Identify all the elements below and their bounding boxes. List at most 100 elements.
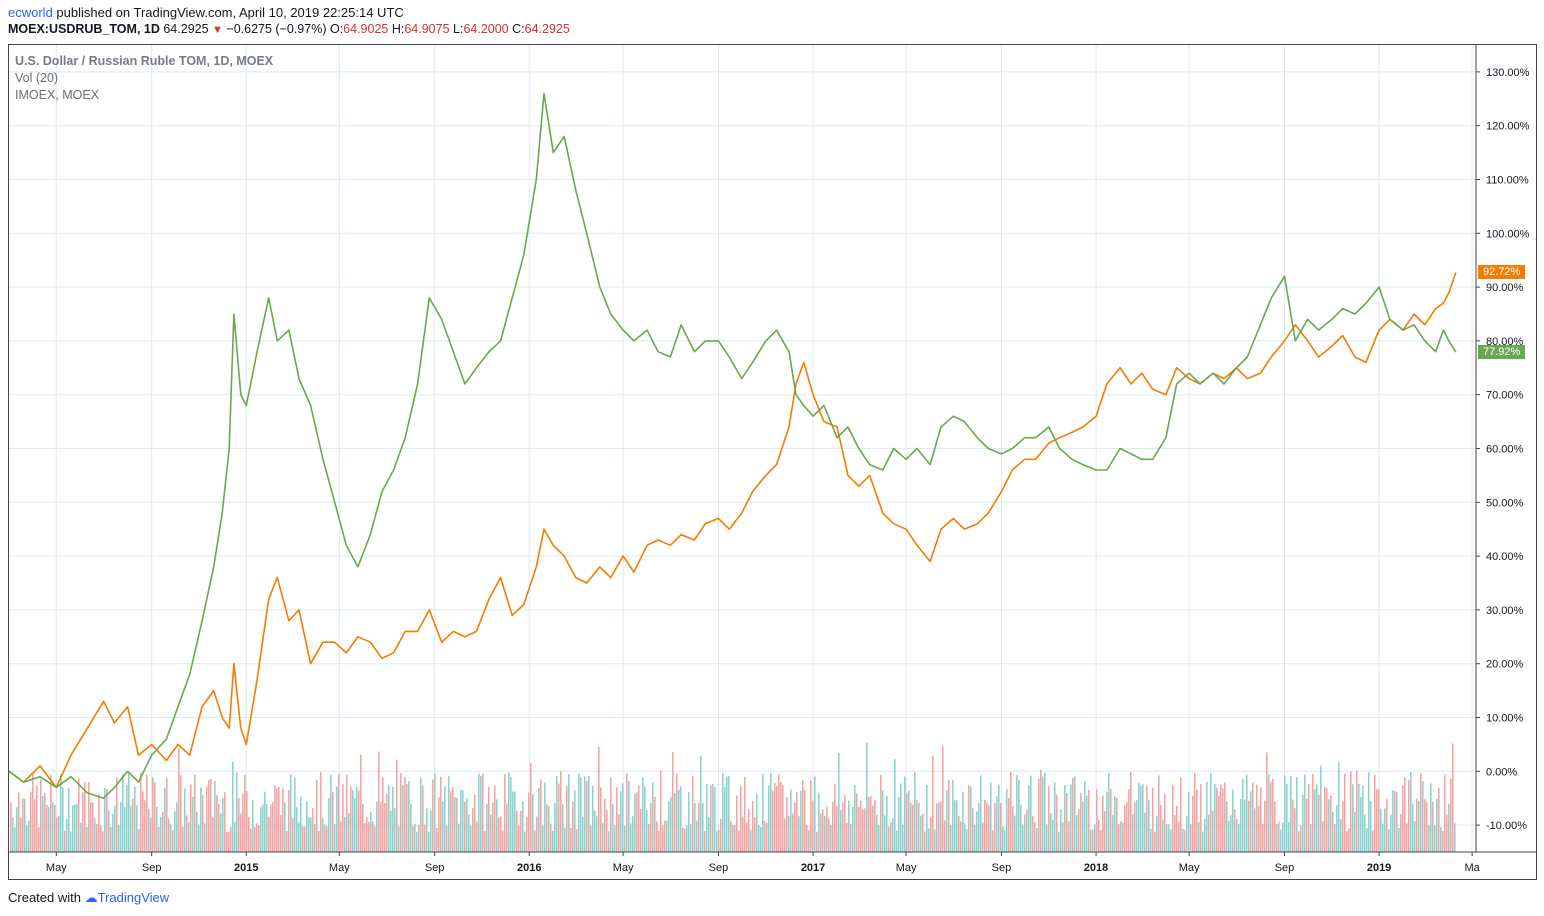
volume-bar: [1108, 772, 1110, 852]
volume-bar: [1346, 831, 1348, 852]
volume-bar: [840, 810, 842, 852]
volume-bar: [542, 825, 544, 852]
volume-bar: [1020, 804, 1022, 852]
volume-bar: [300, 796, 302, 852]
volume-bar: [1246, 775, 1248, 852]
volume-bar: [168, 818, 170, 852]
volume-bar: [660, 770, 662, 852]
volume-bar: [910, 802, 912, 852]
volume-bar: [492, 802, 494, 852]
imoex-series-line[interactable]: [8, 92, 1457, 800]
volume-bar: [1026, 809, 1028, 852]
chart-frame[interactable]: [8, 44, 1537, 880]
volume-bar: [338, 773, 340, 852]
volume-bar: [466, 798, 468, 852]
volume-bar: [766, 823, 768, 852]
volume-bar: [1394, 791, 1396, 852]
volume-bar: [1412, 804, 1414, 852]
volume-bar: [820, 813, 822, 852]
volume-bar: [1106, 791, 1108, 852]
volume-bar: [808, 830, 810, 852]
volume-bar: [1354, 812, 1356, 852]
volume-bar: [250, 828, 252, 852]
volume-bar: [1414, 821, 1416, 852]
volume-bar: [194, 774, 196, 852]
volume-bar: [1308, 783, 1310, 852]
volume-bar: [734, 825, 736, 852]
volume-bar: [832, 801, 834, 852]
volume-bar: [1082, 801, 1084, 852]
volume-bar: [568, 774, 570, 852]
x-tick-label: Sep: [1275, 862, 1295, 874]
legend-main-series[interactable]: U.S. Dollar / Russian Ruble TOM, 1D, MOE…: [15, 54, 274, 68]
y-axis: 130.00% 120.00% 110.00% 100.00% 90.00% 80.00%…: [1475, 45, 1530, 852]
volume-bar: [518, 825, 520, 852]
volume-bar: [658, 830, 660, 852]
volume-bar: [240, 813, 242, 852]
volume-bar: [192, 796, 194, 852]
volume-bar: [1018, 779, 1020, 852]
volume-bar: [1132, 814, 1134, 852]
volume-bar: [1164, 794, 1166, 852]
volume-bar: [892, 818, 894, 852]
volume-bar: [1162, 819, 1164, 852]
volume-bar: [544, 782, 546, 852]
legend-volume[interactable]: Vol (20): [15, 71, 59, 85]
volume-bar: [1446, 814, 1448, 852]
volume-bar: [1356, 770, 1358, 852]
volume-bar: [872, 805, 874, 852]
volume-bar: [1302, 794, 1304, 852]
volume-bar: [422, 786, 424, 852]
volume-bar: [1038, 778, 1040, 852]
volume-bar: [232, 761, 234, 852]
volume-bar: [24, 798, 26, 852]
volume-bar: [34, 799, 36, 852]
volume-bar: [260, 807, 262, 852]
volume-bar: [460, 789, 462, 852]
volume-bar: [458, 823, 460, 852]
volume-bar: [42, 795, 44, 852]
volume-bar: [998, 784, 1000, 852]
volume-bar: [1078, 808, 1080, 852]
volume-bar: [1188, 792, 1190, 852]
usdrub-series-line[interactable]: [8, 272, 1457, 789]
volume-bar: [1090, 829, 1092, 852]
volume-bar: [536, 816, 538, 852]
volume-bar: [12, 817, 14, 852]
volume-bar: [128, 772, 130, 852]
volume-bar: [188, 822, 190, 852]
volume-bar: [582, 816, 584, 852]
volume-bar: [914, 772, 916, 852]
volume-bar: [526, 817, 528, 852]
x-tick-label: Sep: [425, 862, 445, 874]
volume-bar: [1210, 772, 1212, 852]
legend-compare[interactable]: IMOEX, MOEX: [15, 88, 100, 102]
volume-bar: [604, 799, 606, 852]
volume-bar: [912, 804, 914, 852]
volume-bar: [154, 782, 156, 852]
volume-bar: [1250, 791, 1252, 852]
volume-bar: [46, 804, 48, 852]
volume-bar: [88, 782, 90, 852]
volume-bar: [574, 790, 576, 852]
volume-bar: [1314, 789, 1316, 852]
tradingview-logo-icon[interactable]: ☁: [84, 890, 98, 905]
tradingview-link[interactable]: TradingView: [97, 890, 170, 905]
volume-bar: [1426, 802, 1428, 852]
author-link[interactable]: ecworld: [8, 5, 53, 20]
high-label: H:: [391, 22, 405, 36]
volume-bar: [1122, 822, 1124, 852]
volume-bar: [440, 776, 442, 852]
volume-bar: [710, 785, 712, 852]
volume-bar: [822, 809, 824, 852]
volume-bar: [794, 802, 796, 852]
volume-bar: [672, 752, 674, 852]
y-tick-label: 40.00%: [1486, 551, 1524, 563]
volume-bar: [1076, 815, 1078, 852]
last-price: 64.2925: [163, 22, 209, 36]
volume-bar: [1424, 799, 1426, 852]
volume-bar: [1180, 777, 1182, 852]
volume-bar: [68, 787, 70, 852]
volume-bar: [546, 804, 548, 852]
